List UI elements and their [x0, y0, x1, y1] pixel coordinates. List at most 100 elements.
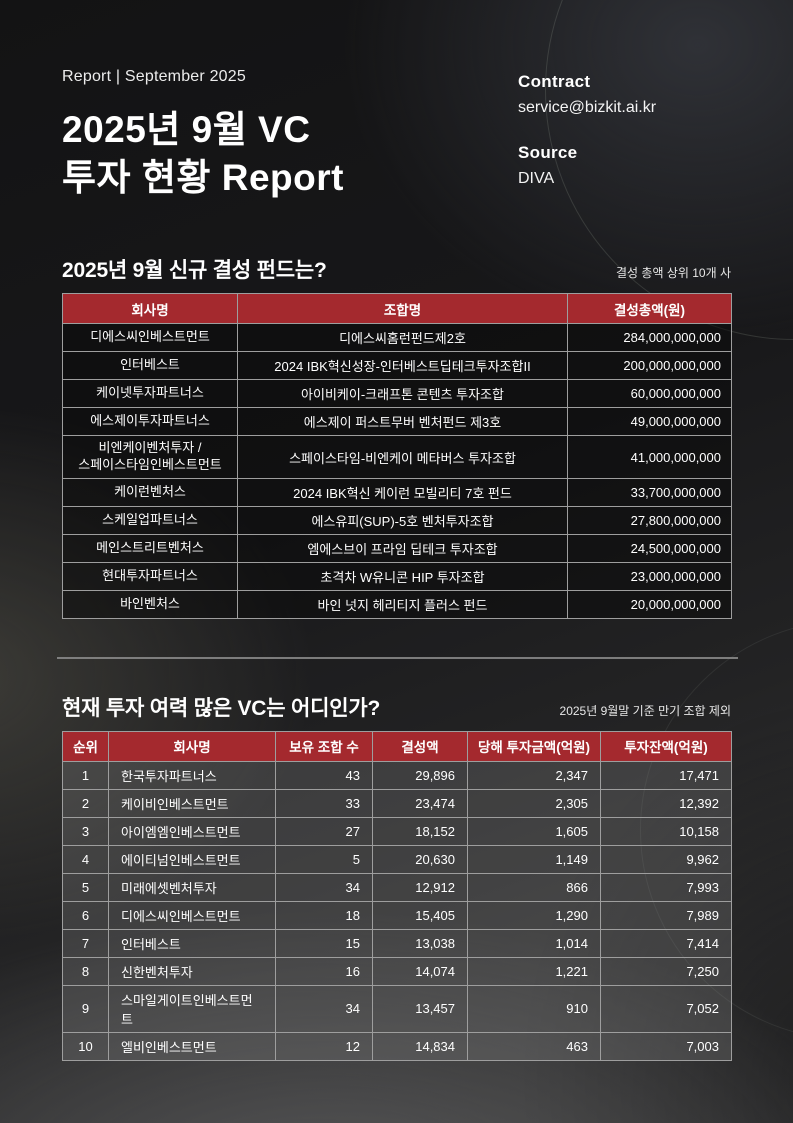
table-header-row: 순위 회사명 보유 조합 수 결성액 당해 투자금액(억원) 투자잔액(억원) [62, 730, 732, 762]
table-cell: 엘비인베스트먼트 [108, 1031, 276, 1061]
table-cell: 284,000,000,000 [567, 323, 732, 353]
table-cell: 아이비케이-크래프톤 콘텐츠 투자조합 [237, 379, 568, 409]
table-cell: 5 [275, 844, 373, 874]
table-cell: 43 [275, 760, 373, 790]
section-note-new-funds: 결성 총액 상위 10개 사 [615, 266, 731, 281]
table-cell: 디에스씨인베스트먼트 [62, 323, 238, 353]
table-cell: 디에스씨인베스트먼트 [108, 900, 276, 930]
table-row: 4 에이티넘인베스트먼트 5 20,630 1,149 9,962 [62, 844, 732, 874]
column-header-remaining-amount: 투자잔액(억원) [600, 730, 732, 762]
table-cell: 아이엠엠인베스트먼트 [108, 816, 276, 846]
table-cell: 14,074 [372, 956, 468, 986]
table-row: 9 스마일게이트인베스트먼트 34 13,457 910 7,052 [62, 984, 732, 1033]
table-cell: 866 [467, 872, 601, 902]
table-cell: 60,000,000,000 [567, 379, 732, 409]
source-label: Source [518, 143, 578, 162]
column-header-company: 회사명 [108, 730, 276, 762]
vc-capacity-table: 순위 회사명 보유 조합 수 결성액 당해 투자금액(억원) 투자잔액(억원) … [62, 730, 732, 1061]
table-cell: 초격차 W유니콘 HIP 투자조합 [237, 561, 568, 591]
contract-email: service@bizkit.ai.kr [518, 99, 657, 116]
table-cell: 3 [62, 816, 109, 846]
table-cell: 14,834 [372, 1031, 468, 1061]
table-cell: 10,158 [600, 816, 732, 846]
table-cell: 1,149 [467, 844, 601, 874]
table-row: 1 한국투자파트너스 43 29,896 2,347 17,471 [62, 760, 732, 790]
table-cell: 바인 넛지 헤리티지 플러스 펀드 [237, 589, 568, 619]
table-cell: 2,347 [467, 760, 601, 790]
table-cell: 케이런벤처스 [62, 477, 238, 507]
table-cell: 엠에스브이 프라임 딥테크 투자조합 [237, 533, 568, 563]
table-row: 2 케이비인베스트먼트 33 23,474 2,305 12,392 [62, 788, 732, 818]
table-row: 7 인터베스트 15 13,038 1,014 7,414 [62, 928, 732, 958]
table-cell: 27 [275, 816, 373, 846]
table-row: 10 엘비인베스트먼트 12 14,834 463 7,003 [62, 1031, 732, 1061]
table-cell: 한국투자파트너스 [108, 760, 276, 790]
table-cell: 10 [62, 1031, 109, 1061]
table-cell: 1 [62, 760, 109, 790]
table-cell: 20,000,000,000 [567, 589, 732, 619]
table-cell: 34 [275, 872, 373, 902]
table-cell: 6 [62, 900, 109, 930]
column-header-company: 회사명 [62, 293, 238, 325]
header-meta: Contract service@bizkit.ai.kr Source DIV… [518, 72, 656, 188]
table-cell: 메인스트리트벤처스 [62, 533, 238, 563]
table-cell: 2,305 [467, 788, 601, 818]
source-value: DIVA [518, 170, 555, 187]
section-title-vc-capacity: 현재 투자 여력 많은 VC는 어디인가? [62, 696, 381, 720]
table-cell: 7,414 [600, 928, 732, 958]
table-cell: 23,474 [372, 788, 468, 818]
table-row: 비엔케이벤처투자 / 스페이스타임인베스트먼트 스페이스타임-비엔케이 메타버스 … [62, 435, 732, 479]
table-cell: 에스제이 퍼스트무버 벤처펀드 제3호 [237, 407, 568, 437]
table-cell: 미래에셋벤처투자 [108, 872, 276, 902]
table-cell: 에이티넘인베스트먼트 [108, 844, 276, 874]
table-cell: 2024 IBK혁신 케이런 모빌리티 7호 펀드 [237, 477, 568, 507]
section-note-vc-capacity: 2025년 9월말 기준 만기 조합 제외 [559, 703, 731, 718]
table-row: 바인벤처스 바인 넛지 헤리티지 플러스 펀드 20,000,000,000 [62, 589, 732, 619]
table-row: 현대투자파트너스 초격차 W유니콘 HIP 투자조합 23,000,000,000 [62, 561, 732, 591]
table-row: 케이런벤처스 2024 IBK혁신 케이런 모빌리티 7호 펀드 33,700,00… [62, 477, 732, 507]
table-cell: 18 [275, 900, 373, 930]
table-cell: 7,989 [600, 900, 732, 930]
table-row: 메인스트리트벤처스 엠에스브이 프라임 딥테크 투자조합 24,500,000,00… [62, 533, 732, 563]
table-cell: 스케일업파트너스 [62, 505, 238, 535]
table-cell: 7,993 [600, 872, 732, 902]
table-row: 6 디에스씨인베스트먼트 18 15,405 1,290 7,989 [62, 900, 732, 930]
table-cell: 인터베스트 [62, 351, 238, 381]
table-cell: 9,962 [600, 844, 732, 874]
section-head: 현재 투자 여력 많은 VC는 어디인가? 2025년 9월말 기준 만기 조합… [62, 692, 731, 722]
table-cell: 463 [467, 1031, 601, 1061]
table-cell: 에스유피(SUP)-5호 벤처투자조합 [237, 505, 568, 535]
table-cell: 1,605 [467, 816, 601, 846]
table-cell: 5 [62, 872, 109, 902]
table-cell: 7,052 [600, 984, 732, 1033]
table-cell: 7,003 [600, 1031, 732, 1061]
table-cell: 에스제이투자파트너스 [62, 407, 238, 437]
table-cell: 신한벤처투자 [108, 956, 276, 986]
table-cell: 스페이스타임-비엔케이 메타버스 투자조합 [237, 435, 568, 479]
section-head: 2025년 9월 신규 결성 펀드는? 결성 총액 상위 10개 사 [62, 254, 731, 284]
page-title-line2: 투자 현황 Report [62, 157, 344, 199]
table-cell: 디에스씨홈런펀드제2호 [237, 323, 568, 353]
column-header-fund: 조합명 [237, 293, 568, 325]
table-header-row: 회사명 조합명 결성총액(원) [62, 293, 732, 325]
table-cell: 8 [62, 956, 109, 986]
table-cell: 16 [275, 956, 373, 986]
table-row: 8 신한벤처투자 16 14,074 1,221 7,250 [62, 956, 732, 986]
column-header-fund-count: 보유 조합 수 [275, 730, 373, 762]
table-cell: 12 [275, 1031, 373, 1061]
table-cell: 12,912 [372, 872, 468, 902]
column-header-formed-amount: 결성액 [372, 730, 468, 762]
table-cell: 1,014 [467, 928, 601, 958]
table-cell: 13,038 [372, 928, 468, 958]
column-header-amount: 결성총액(원) [567, 293, 732, 325]
table-cell: 7 [62, 928, 109, 958]
table-cell: 29,896 [372, 760, 468, 790]
table-cell: 33,700,000,000 [567, 477, 732, 507]
table-cell: 스마일게이트인베스트먼트 [108, 984, 276, 1033]
table-cell: 200,000,000,000 [567, 351, 732, 381]
table-cell: 910 [467, 984, 601, 1033]
table-cell: 1,290 [467, 900, 601, 930]
table-cell: 2 [62, 788, 109, 818]
table-cell: 9 [62, 984, 109, 1033]
